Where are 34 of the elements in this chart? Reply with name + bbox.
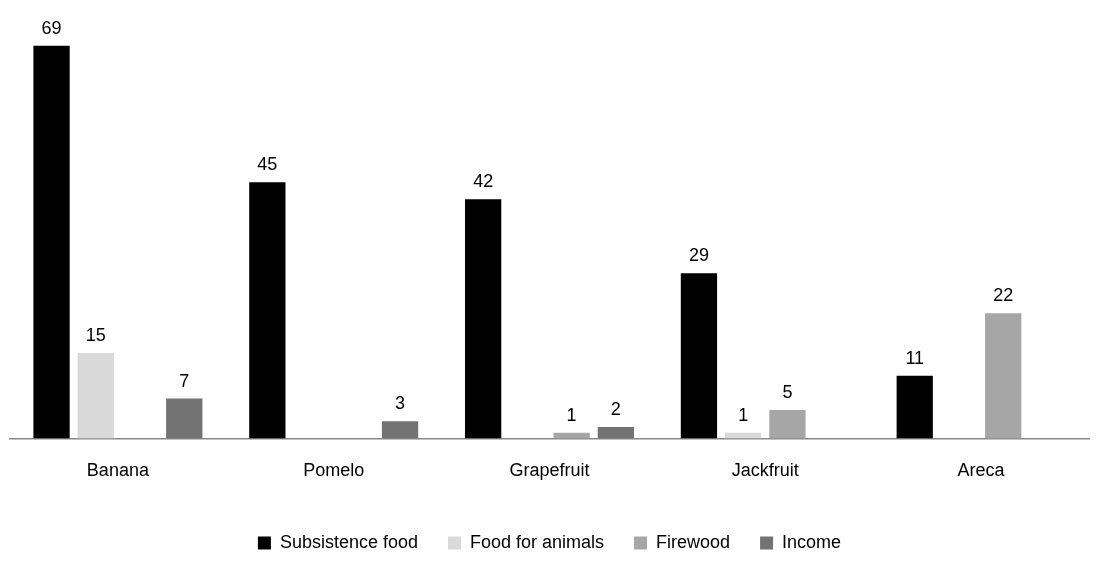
data-label: 69 <box>41 17 62 38</box>
data-label: 11 <box>905 347 925 368</box>
x-tick-label: Banana <box>86 460 150 481</box>
bar <box>680 273 718 439</box>
x-tick-label: Pomelo <box>303 460 365 481</box>
bar <box>465 199 502 439</box>
bar <box>249 182 286 439</box>
bar <box>381 421 419 439</box>
x-tick-label: Grapefruit <box>509 460 590 481</box>
bar <box>597 427 634 439</box>
data-label: 22 <box>993 285 1014 306</box>
bar <box>985 313 1022 439</box>
data-label: 7 <box>179 370 190 391</box>
data-label: 15 <box>85 325 106 345</box>
bar <box>166 398 203 439</box>
legend-label: Income <box>782 531 842 552</box>
data-label: 2 <box>610 398 621 419</box>
bar <box>553 432 590 439</box>
legend-label: Firewood <box>656 531 731 552</box>
bar <box>33 45 70 439</box>
data-label: 42 <box>473 171 494 192</box>
bar <box>896 375 933 439</box>
data-label: 29 <box>688 245 709 266</box>
data-label: 1 <box>738 404 749 425</box>
data-label: 1 <box>566 404 577 425</box>
data-label: 5 <box>782 381 793 402</box>
x-tick-label: Areca <box>957 460 1006 481</box>
data-label: 45 <box>257 154 278 175</box>
bar <box>77 353 114 439</box>
legend-label: Subsistence food <box>279 531 418 552</box>
bar <box>769 409 806 439</box>
x-tick-label: Jackfruit <box>731 460 799 481</box>
legend-label: Food for animals <box>469 531 605 552</box>
data-label: 3 <box>395 393 406 414</box>
